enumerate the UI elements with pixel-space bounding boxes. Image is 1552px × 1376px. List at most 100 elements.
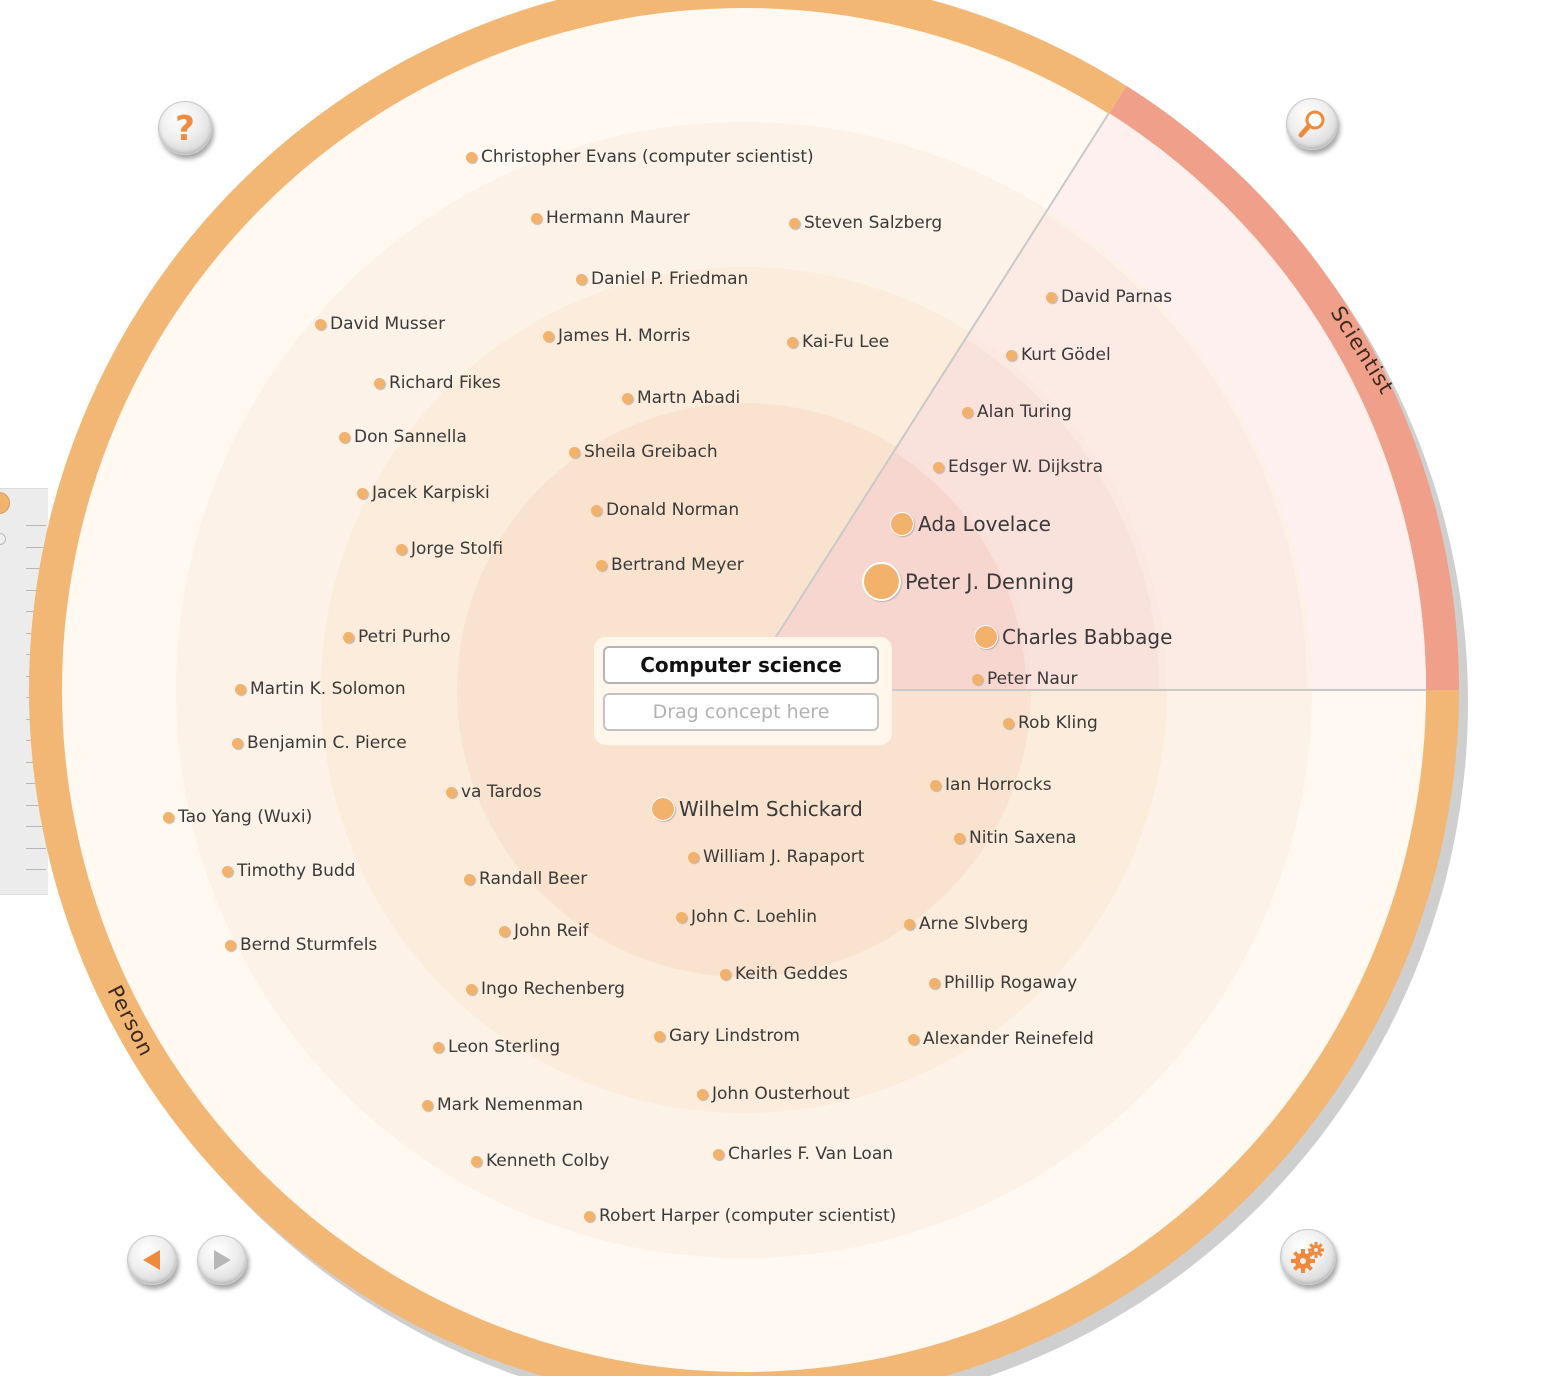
concept-item[interactable]: Timothy Budd bbox=[222, 861, 355, 881]
concept-item[interactable]: Benjamin C. Pierce bbox=[232, 733, 407, 753]
concept-item[interactable]: Jorge Stolfi bbox=[396, 539, 503, 559]
concept-dot[interactable] bbox=[713, 1148, 724, 1160]
concept-dot[interactable] bbox=[339, 431, 350, 443]
concept-item[interactable]: Hermann Maurer bbox=[531, 208, 690, 228]
forward-button[interactable] bbox=[197, 1235, 247, 1285]
concept-item[interactable]: Alexander Reinefeld bbox=[908, 1029, 1094, 1049]
concept-dot[interactable] bbox=[499, 925, 510, 937]
concept-dot[interactable] bbox=[862, 562, 901, 601]
concept-dot[interactable] bbox=[654, 1030, 665, 1042]
concept-dot[interactable] bbox=[974, 625, 998, 649]
concept-dot[interactable] bbox=[954, 832, 965, 844]
concept-dot[interactable] bbox=[591, 504, 602, 516]
concept-item[interactable]: Peter Naur bbox=[972, 669, 1078, 689]
concept-dot[interactable] bbox=[688, 851, 699, 863]
concept-dot[interactable] bbox=[929, 977, 940, 989]
concept-dot[interactable] bbox=[596, 559, 607, 571]
concept-dot[interactable] bbox=[464, 873, 475, 885]
concept-dot[interactable] bbox=[466, 151, 477, 163]
concept-item[interactable]: Edsger W. Dijkstra bbox=[933, 457, 1103, 477]
concept-dot[interactable] bbox=[651, 797, 675, 821]
help-button[interactable]: ? bbox=[158, 101, 212, 155]
concept-dot[interactable] bbox=[569, 446, 580, 458]
concept-dot[interactable] bbox=[232, 737, 243, 749]
concept-item[interactable]: Alan Turing bbox=[962, 402, 1072, 422]
concept-dot[interactable] bbox=[962, 406, 973, 418]
concept-item[interactable]: Petri Purho bbox=[343, 627, 450, 647]
concept-dot[interactable] bbox=[343, 631, 354, 643]
search-button[interactable] bbox=[1286, 98, 1338, 150]
back-button[interactable] bbox=[127, 1235, 177, 1285]
concept-item[interactable]: Charles Babbage bbox=[974, 625, 1172, 649]
concept-item[interactable]: Arne Slvberg bbox=[904, 914, 1028, 934]
concept-dot[interactable] bbox=[1006, 349, 1017, 361]
concept-item[interactable]: Steven Salzberg bbox=[789, 213, 942, 233]
concept-dot[interactable] bbox=[930, 779, 941, 791]
concept-dot[interactable] bbox=[531, 212, 542, 224]
concept-item[interactable]: John C. Loehlin bbox=[676, 907, 817, 927]
concept-item[interactable]: va Tardos bbox=[446, 782, 542, 802]
concept-item[interactable]: Ada Lovelace bbox=[890, 512, 1051, 536]
concept-item[interactable]: Martn Abadi bbox=[622, 388, 740, 408]
center-concept-title[interactable]: Computer science bbox=[603, 646, 879, 684]
concept-item[interactable]: Nitin Saxena bbox=[954, 828, 1076, 848]
concept-dot[interactable] bbox=[676, 911, 687, 923]
concept-item[interactable]: Randall Beer bbox=[464, 869, 587, 889]
concept-item[interactable]: Tao Yang (Wuxi) bbox=[163, 807, 312, 827]
concept-item[interactable]: Rob Kling bbox=[1003, 713, 1098, 733]
concept-item[interactable]: Jacek Karpiski bbox=[357, 483, 490, 503]
concept-dot[interactable] bbox=[466, 983, 477, 995]
concept-dot[interactable] bbox=[787, 336, 798, 348]
concept-item[interactable]: John Reif bbox=[499, 921, 589, 941]
concept-item[interactable]: Donald Norman bbox=[591, 500, 739, 520]
concept-item[interactable]: Kai-Fu Lee bbox=[787, 332, 889, 352]
concept-item[interactable]: Robert Harper (computer scientist) bbox=[584, 1206, 896, 1226]
concept-item[interactable]: Leon Sterling bbox=[433, 1037, 560, 1057]
concept-dot[interactable] bbox=[584, 1210, 595, 1222]
concept-item[interactable]: Peter J. Denning bbox=[862, 562, 1074, 601]
concept-item[interactable]: Gary Lindstrom bbox=[654, 1026, 800, 1046]
concept-item[interactable]: James H. Morris bbox=[543, 326, 690, 346]
concept-dot[interactable] bbox=[1046, 291, 1057, 303]
concept-dot[interactable] bbox=[576, 273, 587, 285]
concept-dot[interactable] bbox=[235, 683, 246, 695]
concept-dot[interactable] bbox=[697, 1088, 708, 1100]
concept-item[interactable]: John Ousterhout bbox=[697, 1084, 850, 1104]
concept-dot[interactable] bbox=[622, 392, 633, 404]
concept-item[interactable]: William J. Rapaport bbox=[688, 847, 864, 867]
concept-item[interactable]: Kenneth Colby bbox=[471, 1151, 609, 1171]
concept-dot[interactable] bbox=[908, 1033, 919, 1045]
concept-item[interactable]: Sheila Greibach bbox=[569, 442, 718, 462]
concept-item[interactable]: Wilhelm Schickard bbox=[651, 797, 863, 821]
concept-dot[interactable] bbox=[163, 811, 174, 823]
concept-item[interactable]: Daniel P. Friedman bbox=[576, 269, 748, 289]
concept-dot[interactable] bbox=[904, 918, 915, 930]
concept-dot[interactable] bbox=[374, 377, 385, 389]
concept-item[interactable]: Martin K. Solomon bbox=[235, 679, 406, 699]
concept-dot[interactable] bbox=[890, 512, 914, 536]
concept-dot[interactable] bbox=[972, 673, 983, 685]
concept-drop-zone[interactable]: Drag concept here bbox=[603, 693, 879, 731]
concept-dot[interactable] bbox=[422, 1099, 433, 1111]
concept-item[interactable]: Ian Horrocks bbox=[930, 775, 1052, 795]
concept-item[interactable]: Keith Geddes bbox=[720, 964, 848, 984]
concept-dot[interactable] bbox=[789, 217, 800, 229]
settings-button[interactable] bbox=[1280, 1229, 1336, 1285]
concept-dot[interactable] bbox=[933, 461, 944, 473]
concept-item[interactable]: Phillip Rogaway bbox=[929, 973, 1077, 993]
concept-dot[interactable] bbox=[225, 939, 236, 951]
concept-dot[interactable] bbox=[357, 487, 368, 499]
concept-dot[interactable] bbox=[396, 543, 407, 555]
concept-dot[interactable] bbox=[543, 330, 554, 342]
concept-item[interactable]: Charles F. Van Loan bbox=[713, 1144, 893, 1164]
concept-item[interactable]: Christopher Evans (computer scientist) bbox=[466, 147, 814, 167]
concept-item[interactable]: Kurt Gödel bbox=[1006, 345, 1111, 365]
concept-item[interactable]: Richard Fikes bbox=[374, 373, 501, 393]
concept-item[interactable]: David Parnas bbox=[1046, 287, 1172, 307]
concept-item[interactable]: Bertrand Meyer bbox=[596, 555, 744, 575]
concept-dot[interactable] bbox=[222, 865, 233, 877]
concept-dot[interactable] bbox=[1003, 717, 1014, 729]
concept-dot[interactable] bbox=[720, 968, 731, 980]
concept-dot[interactable] bbox=[433, 1041, 444, 1053]
concept-item[interactable]: Don Sannella bbox=[339, 427, 467, 447]
